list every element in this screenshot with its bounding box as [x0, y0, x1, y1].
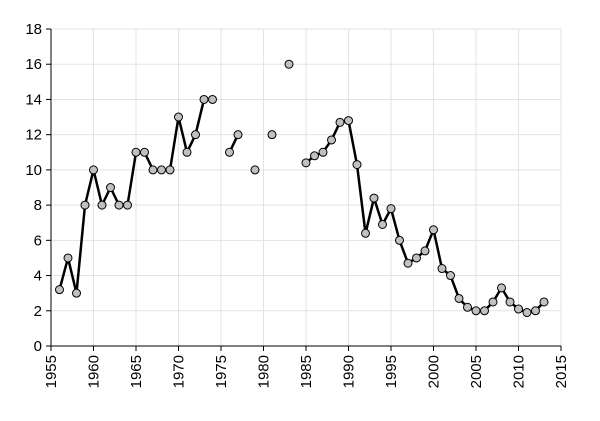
x-tick-label: 2005	[468, 355, 485, 388]
marker	[335, 117, 345, 127]
marker	[250, 165, 260, 175]
y-tick-label: 14	[25, 91, 42, 108]
y-tick-label: 10	[25, 162, 42, 179]
x-tick-label: 1980	[256, 355, 273, 388]
marker	[497, 283, 506, 293]
x-tick-label: 1970	[171, 355, 188, 388]
marker	[429, 225, 438, 235]
x-tick-label: 1975	[213, 355, 230, 388]
line	[58, 98, 545, 314]
marker	[106, 183, 115, 192]
marker	[208, 94, 217, 104]
marker	[199, 94, 209, 104]
marker	[412, 253, 421, 263]
marker	[327, 135, 336, 145]
marker	[310, 151, 319, 161]
marker	[72, 288, 81, 298]
marker	[378, 219, 387, 229]
marker	[301, 158, 311, 168]
marker	[480, 306, 489, 316]
marker	[225, 147, 234, 157]
x-tick-label: 1960	[86, 355, 103, 388]
marker	[514, 304, 523, 314]
marker	[539, 297, 549, 307]
marker	[63, 253, 73, 263]
marker	[369, 193, 379, 203]
marker	[318, 147, 328, 157]
y-tick-label: 16	[25, 56, 42, 73]
marker	[174, 112, 183, 122]
x-tick-label: 1965	[128, 355, 145, 388]
marker	[463, 302, 472, 312]
marker	[420, 246, 430, 256]
marker	[505, 297, 515, 307]
marker	[114, 200, 124, 210]
marker	[344, 116, 353, 126]
y-tick-label: 6	[34, 232, 42, 249]
marker	[446, 271, 455, 281]
y-tick-label: 12	[25, 127, 42, 144]
marker	[140, 147, 149, 157]
marker	[267, 130, 277, 140]
marker	[165, 165, 175, 175]
y-tick-label: 18	[25, 21, 42, 38]
marker	[531, 306, 540, 316]
y-tick-label: 4	[34, 268, 42, 285]
marker	[361, 228, 370, 238]
x-tick-label: 1955	[43, 355, 60, 388]
marker	[89, 165, 98, 175]
marker	[233, 130, 243, 140]
marker	[97, 200, 107, 210]
marker	[522, 308, 532, 318]
marker	[191, 130, 200, 140]
x-tick-label: 1995	[383, 355, 400, 388]
marker	[454, 293, 464, 303]
y-tick-label: 2	[34, 303, 42, 320]
x-tick-label: 2010	[511, 355, 528, 388]
marker	[352, 160, 362, 170]
marker	[437, 264, 447, 274]
marker	[182, 147, 192, 157]
marker	[80, 200, 90, 210]
marker	[386, 204, 396, 214]
marker	[471, 306, 481, 316]
x-tick-label: 1990	[341, 355, 358, 388]
y-tick-label: 0	[34, 338, 42, 355]
marker	[123, 200, 132, 210]
marker	[284, 59, 294, 69]
marker	[488, 297, 498, 307]
x-tick-label: 1985	[298, 355, 315, 388]
x-tick-label: 2000	[426, 355, 443, 388]
marker	[131, 147, 141, 157]
marker	[157, 165, 166, 175]
marker	[55, 285, 64, 295]
marker	[395, 235, 404, 245]
marker	[148, 165, 158, 175]
marker	[403, 258, 413, 268]
x-tick-label: 2015	[553, 355, 570, 388]
y-tick-label: 8	[34, 197, 42, 214]
